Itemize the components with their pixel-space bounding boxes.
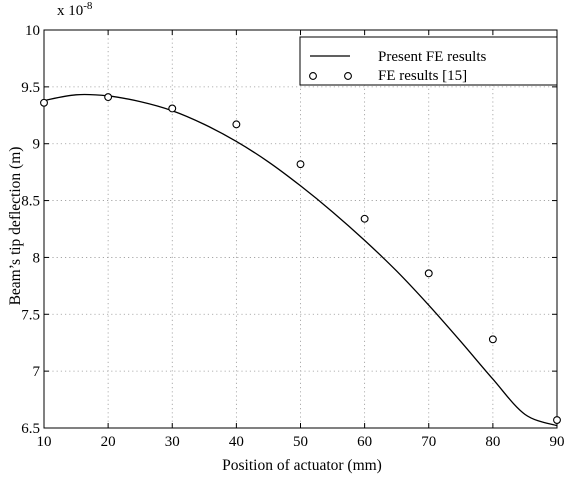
legend-label-present-fe: Present FE results [378,49,486,65]
data-point-fe-ref [553,416,561,424]
x-tick-label: 20 [101,434,116,450]
x-tick-label: 40 [229,434,244,450]
x-tick-label: 30 [165,434,180,450]
y-tick-label: 9 [33,137,41,153]
grid-layer [44,30,557,428]
legend-marker-swatch-right [344,72,352,80]
y-tick-label: 7 [33,364,41,380]
y-axis-multiplier-exponent: -8 [83,0,93,12]
series-layer [40,93,561,427]
x-tick-label: 10 [37,434,52,450]
legend: Present FE results FE results [15] [299,36,558,86]
legend-box [299,36,558,86]
y-tick-label: 8.5 [21,194,40,210]
data-point-fe-ref [168,104,177,113]
y-axis-label: Beam’s tip deflection (m) [7,147,24,306]
data-point-fe-ref [488,335,497,344]
y-tick-label: 6.5 [21,421,40,437]
x-tick-label: 70 [421,434,436,450]
x-tick-label: 60 [357,434,372,450]
legend-label-fe-ref: FE results [15] [378,68,467,84]
data-point-fe-ref [360,214,369,223]
data-point-fe-ref [40,98,48,107]
x-axis-label: Position of actuator (mm) [222,457,382,474]
series-line-present-fe [43,93,558,427]
y-axis-multiplier-base: x 10 [57,3,83,19]
y-tick-label: 10 [25,23,40,39]
x-tick-label: 90 [550,434,565,450]
tick-layer: 10 20 30 40 50 60 70 80 90 6.5 7 7.5 8 8.5 9 9.5 10 [21,23,564,450]
data-point-fe-ref [104,93,113,102]
x-tick-label: 50 [293,434,308,450]
data-point-fe-ref [232,120,241,129]
y-axis-multiplier: x 10-8 [57,0,93,19]
y-tick-label: 8 [33,250,41,266]
legend-marker-swatch-left [309,72,317,80]
data-point-fe-ref [296,160,305,169]
data-point-fe-ref [424,269,433,278]
x-tick-label: 80 [485,434,500,450]
y-tick-label: 7.5 [21,307,40,323]
y-tick-label: 9.5 [21,80,40,96]
